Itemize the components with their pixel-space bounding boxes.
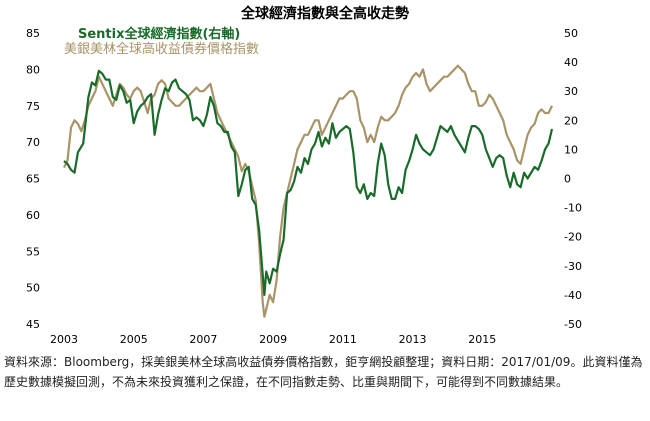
x-tick-label-2: 2007: [189, 333, 217, 346]
chart: 全球經濟指數與全高收走勢 85 80 75 70 65 60 55 50 45 50 40 30 20…: [26, 5, 582, 346]
left-tick-label-7: 50: [26, 282, 40, 295]
right-axis: 50 40 30 20 10 0 -10 -20 -30 -40 -50: [564, 27, 582, 331]
right-tick-label-5: 0: [564, 173, 571, 186]
sentix-line: [63, 69, 554, 296]
x-tick-label-6: 2015: [468, 333, 496, 346]
left-tick-label-0: 85: [26, 27, 40, 40]
left-tick-label-8: 45: [26, 318, 40, 331]
right-tick-label-6: -10: [564, 202, 582, 215]
left-axis: 85 80 75 70 65 60 55 50 45: [26, 27, 40, 331]
left-tick-label-6: 55: [26, 245, 40, 258]
x-tick-label-1: 2005: [120, 333, 148, 346]
x-tick-label-4: 2011: [329, 333, 357, 346]
right-tick-label-7: -20: [564, 231, 582, 244]
legend-sentix: Sentix全球經濟指數(右軸): [78, 26, 240, 42]
left-tick-label-5: 60: [26, 209, 40, 222]
x-axis: 2003 2005 2007 2009 2011 2013 2015: [50, 333, 496, 346]
left-tick-label-4: 65: [26, 173, 40, 186]
right-tick-label-3: 20: [564, 114, 578, 127]
x-tick-label-3: 2009: [259, 333, 287, 346]
right-tick-label-1: 40: [564, 56, 578, 69]
series-lines: [63, 64, 554, 318]
hy-index-line: [63, 64, 553, 318]
legend-hy-index: 美銀美林全球高收益債券價格指數: [64, 41, 259, 57]
right-tick-label-2: 30: [564, 85, 578, 98]
right-tick-label-0: 50: [564, 27, 578, 40]
left-tick-label-1: 80: [26, 63, 40, 76]
x-tick-label-5: 2013: [399, 333, 427, 346]
left-tick-label-2: 75: [26, 100, 40, 113]
right-tick-label-10: -50: [564, 318, 582, 331]
right-tick-label-4: 10: [564, 143, 578, 156]
x-tick-label-0: 2003: [50, 333, 78, 346]
right-tick-label-9: -40: [564, 289, 582, 302]
footnote: 資料來源：Bloomberg，採美銀美林全球高收益債券價格指數，鉅亨網投顧整理；…: [4, 355, 643, 389]
right-tick-label-8: -30: [564, 260, 582, 273]
chart-title: 全球經濟指數與全高收走勢: [240, 5, 409, 22]
left-tick-label-3: 70: [26, 136, 40, 149]
